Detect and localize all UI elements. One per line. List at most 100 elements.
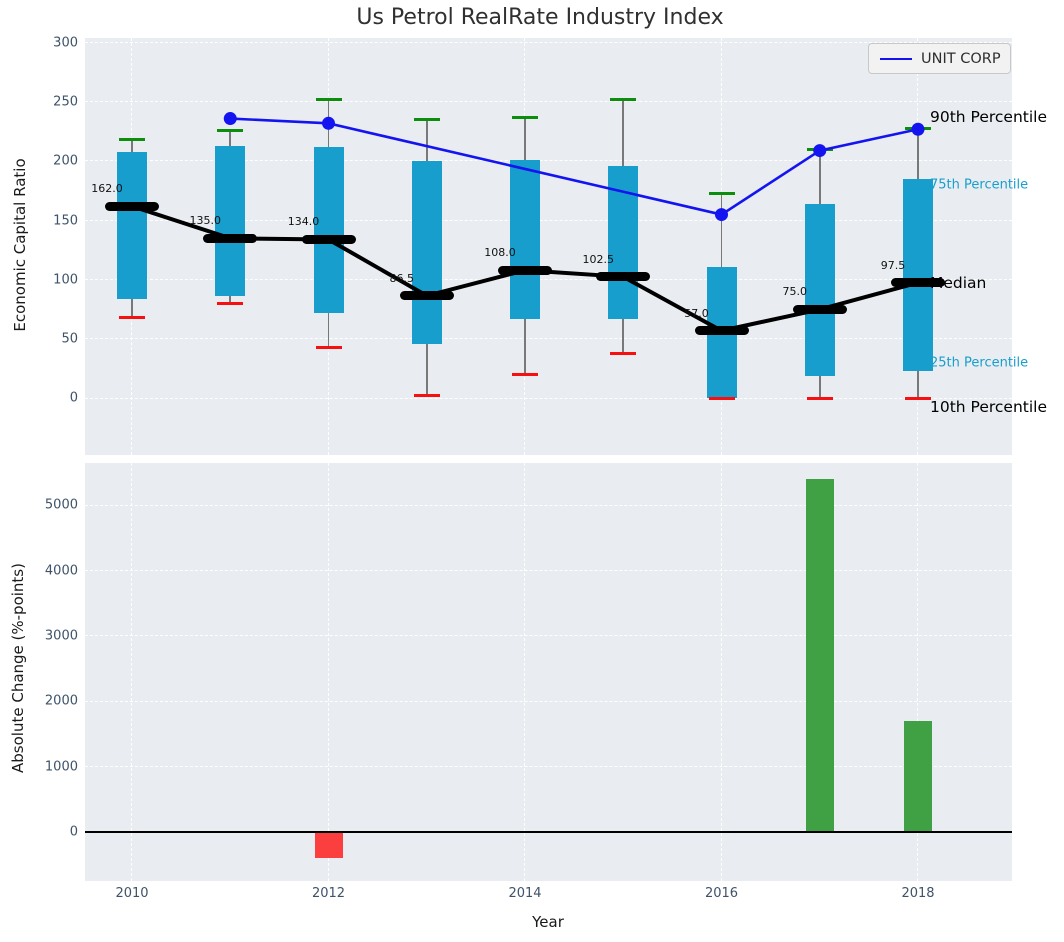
median-value-label: 75.0 — [782, 285, 808, 299]
whisker-cap-90th — [119, 138, 145, 142]
legend-line-sample — [880, 57, 912, 60]
median-value-label: 135.0 — [189, 214, 222, 228]
median-marker — [596, 272, 651, 282]
gridline-h — [85, 338, 1012, 340]
bottom-axes — [85, 463, 1012, 881]
top-y-tick-label: 0 — [69, 390, 78, 406]
percentile-box — [117, 151, 147, 299]
company-line-marker — [322, 116, 335, 130]
company-line — [230, 117, 919, 216]
whisker-cap-10th — [708, 396, 735, 400]
whisker-cap-90th — [512, 115, 538, 119]
whisker-cap-90th — [610, 98, 637, 102]
median-marker — [694, 326, 749, 336]
x-tick-label: 2018 — [901, 886, 935, 901]
percentile-annotation: 90th Percentile — [930, 108, 1048, 127]
whisker-cap-10th — [315, 345, 342, 349]
percentile-annotation: Median — [930, 273, 987, 292]
gridline-h — [85, 219, 1012, 221]
percentile-box — [215, 145, 246, 297]
percentile-box — [804, 203, 835, 376]
x-axis-label: Year — [532, 913, 564, 931]
top-y-tick-label: 300 — [53, 35, 78, 51]
percentile-annotation: 75th Percentile — [930, 177, 1029, 193]
whisker-cap-90th — [708, 191, 735, 195]
bar-negative — [314, 832, 343, 859]
top-y-tick-label: 50 — [61, 331, 78, 347]
median-marker — [792, 304, 847, 314]
median-marker — [498, 265, 552, 275]
gridline-h — [85, 635, 1012, 637]
gridline-h — [85, 101, 1012, 103]
company-line-marker — [813, 144, 827, 158]
bottom-y-tick-label: 5000 — [44, 497, 78, 513]
gridline-v — [131, 463, 133, 881]
whisker-cap-10th — [413, 394, 440, 398]
bottom-y-tick-label: 0 — [69, 824, 78, 840]
percentile-annotation: 10th Percentile — [930, 397, 1048, 416]
percentile-annotation: 25th Percentile — [930, 355, 1029, 371]
bottom-y-tick-label: 4000 — [44, 563, 78, 579]
median-value-label: 108.0 — [484, 246, 516, 260]
gridline-h — [85, 160, 1012, 162]
bar-positive — [904, 720, 932, 832]
median-value-label: 134.0 — [287, 215, 320, 229]
bottom-y-tick-label: 2000 — [44, 693, 78, 709]
bottom-y-axis-label: Absolute Change (%-points) — [9, 563, 27, 773]
gridline-h — [85, 397, 1012, 399]
legend: UNIT CORP — [868, 43, 1011, 74]
median-value-label: 86.5 — [389, 271, 415, 285]
gridline-h — [85, 41, 1012, 43]
median-marker — [301, 234, 356, 244]
top-y-tick-label: 150 — [53, 213, 78, 228]
x-tick-label: 2010 — [115, 886, 149, 901]
bar-positive — [805, 479, 834, 832]
whisker-cap-10th — [217, 301, 244, 305]
legend-label: UNIT CORP — [921, 50, 1001, 67]
chart-title: Us Petrol RealRate Industry Index — [356, 5, 724, 30]
company-line-marker — [715, 208, 728, 222]
bottom-y-tick-label: 1000 — [44, 759, 78, 775]
x-tick-label: 2016 — [704, 886, 739, 901]
whisker-cap-10th — [610, 351, 637, 355]
whisker-cap-10th — [119, 316, 145, 320]
gridline-h — [85, 700, 1012, 702]
bottom-y-tick-label: 3000 — [44, 628, 78, 644]
percentile-box — [903, 179, 933, 372]
median-marker — [891, 278, 945, 288]
whisker-cap-90th — [217, 128, 244, 132]
top-axes: 162.0 135.0 134.0 86.5 108.0 102.5 57.0 75.0 97.… — [85, 38, 1047, 455]
median-value-label: 57.0 — [684, 306, 709, 320]
x-tick-label: 2014 — [508, 886, 542, 901]
top-y-tick-label: 100 — [53, 272, 78, 288]
median-marker — [105, 201, 159, 211]
percentile-box — [313, 147, 344, 313]
x-tick-label: 2012 — [311, 886, 346, 901]
percentile-box — [411, 161, 442, 344]
top-y-axis-label: Economic Capital Ratio — [11, 158, 29, 332]
top-y-tick-label: 200 — [53, 153, 78, 169]
gridline-h — [85, 504, 1012, 506]
gridline-v — [524, 463, 526, 881]
zero-line — [85, 831, 1012, 833]
gridline-v — [720, 463, 722, 881]
median-value-label: 102.5 — [582, 252, 615, 266]
median-marker — [203, 233, 258, 243]
gridline-h — [85, 569, 1012, 571]
company-line-marker — [911, 122, 925, 136]
whisker-cap-90th — [315, 98, 342, 102]
gridline-h — [85, 765, 1012, 767]
median-value-label: 162.0 — [91, 182, 123, 196]
whisker-cap-10th — [905, 396, 931, 400]
median-value-label: 97.5 — [880, 258, 906, 272]
percentile-box — [510, 160, 540, 319]
median-marker — [399, 291, 454, 301]
top-axes-svg — [131, 112, 925, 333]
company-line-marker — [223, 112, 237, 126]
gridline-v — [917, 463, 919, 881]
top-y-tick-label: 250 — [53, 94, 78, 110]
gridline-v — [327, 463, 329, 881]
whisker-cap-10th — [512, 373, 538, 377]
whisker-cap-90th — [413, 118, 440, 122]
